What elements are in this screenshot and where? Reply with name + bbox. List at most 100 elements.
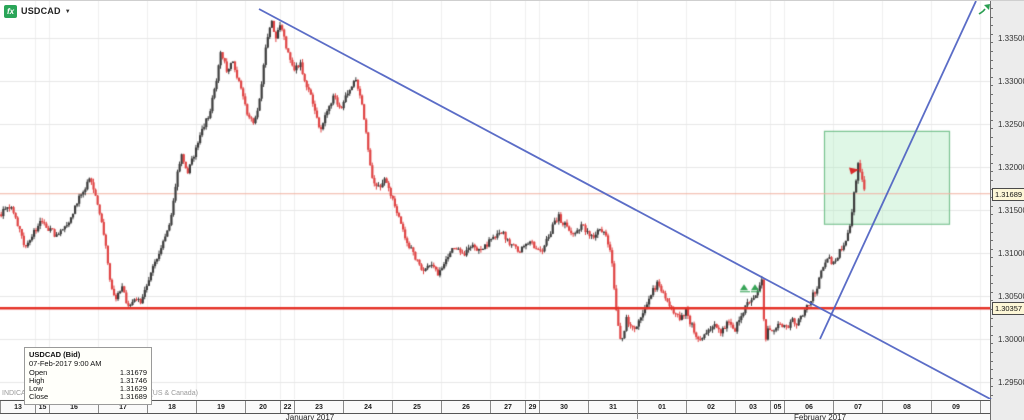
date-cells-row: 13 15 16 17 18 19 20 22 23 24 25 26 27 29 30 31 01 02 03 05…	[0, 400, 990, 414]
price-tick-mark	[991, 361, 993, 362]
date-cell-03: 03	[735, 401, 770, 413]
date-cell-30: 30	[539, 401, 588, 413]
price-tick-mark	[991, 378, 993, 379]
price-tick-mark	[991, 68, 993, 69]
date-cell-02: 02	[686, 401, 735, 413]
date-cell-09: 09	[931, 401, 980, 413]
date-cell-29: 29	[525, 401, 539, 413]
price-tick-label: 1.32500	[998, 120, 1024, 129]
date-axis[interactable]: 13 15 16 17 18 19 20 22 23 24 25 26 27 29 30 31 01 02 03 05…	[0, 399, 1024, 420]
date-cell-31: 31	[588, 401, 637, 413]
ohlc-title: USDCAD (Bid)	[29, 350, 81, 359]
chevron-down-icon: ▼	[64, 8, 71, 15]
ohlc-high-row: High 1.31746	[29, 377, 147, 385]
price-tick-mark	[991, 223, 993, 224]
ohlc-low-value: 1.31629	[119, 384, 147, 393]
date-cell-06: 06	[784, 401, 833, 413]
price-tick-mark	[991, 206, 993, 207]
price-tick-mark	[991, 103, 993, 104]
date-cell-26: 26	[441, 401, 490, 413]
price-axis[interactable]: 1.31689 1.30357 1.33500 1.33000 1.32500 1.3…	[990, 1, 1024, 399]
date-cell-15: 15	[35, 401, 49, 413]
price-tick-label: 1.32000	[998, 163, 1024, 172]
price-tick-mark	[991, 146, 993, 147]
price-tick-mark	[991, 249, 993, 250]
price-tick-mark	[991, 154, 993, 155]
ohlc-close-label: Close	[29, 392, 49, 401]
ohlc-close-row: Close 1.31689	[29, 393, 147, 401]
date-cell-08: 08	[882, 401, 931, 413]
date-cell-16: 16	[49, 401, 98, 413]
instrument-selector[interactable]: fx USDCAD ▼	[4, 4, 71, 18]
price-tick-mark	[991, 180, 993, 181]
price-tick-mark	[991, 240, 993, 241]
month-label: February 2017	[793, 413, 847, 420]
ohlc-close-value: 1.31689	[119, 392, 147, 401]
price-tick-mark	[991, 94, 993, 95]
price-tick-mark	[991, 42, 993, 43]
ohlc-tooltip: USDCAD (Bid) 07-Feb-2017 9:00 AM Open 1.…	[24, 347, 152, 405]
price-tick-mark	[991, 34, 993, 35]
date-cell-13: 13	[0, 401, 35, 413]
price-tick-mark	[991, 326, 993, 327]
price-tick-mark	[991, 171, 993, 172]
price-tick-label: 1.31000	[998, 249, 1024, 258]
support-price-tag: 1.30357	[992, 302, 1024, 316]
date-cell-17: 17	[98, 401, 147, 413]
price-tick-mark	[991, 275, 993, 276]
date-cell-25: 25	[392, 401, 441, 413]
price-tick-mark	[991, 283, 993, 284]
price-tick-mark	[991, 352, 993, 353]
date-cell-20: 20	[245, 401, 280, 413]
price-tick-mark	[991, 25, 993, 26]
date-cell-19: 19	[196, 401, 245, 413]
month-label: January 2017	[285, 413, 335, 420]
price-tick-mark	[991, 214, 993, 215]
price-tick-label: 1.33000	[998, 77, 1024, 86]
price-tick-mark	[991, 343, 993, 344]
price-chart-canvas[interactable]	[0, 1, 990, 399]
price-tick-label: 1.29500	[998, 378, 1024, 387]
price-tick-mark	[991, 232, 993, 233]
date-cell-23: 23	[294, 401, 343, 413]
price-tick-mark	[991, 60, 993, 61]
ohlc-open-row: Open 1.31679	[29, 369, 147, 377]
axis-corner	[990, 399, 1024, 420]
date-cell-27: 27	[490, 401, 525, 413]
date-cell-07: 07	[833, 401, 882, 413]
ohlc-low-label: Low	[29, 384, 43, 393]
ohlc-high-label: High	[29, 376, 45, 385]
price-tick-mark	[991, 335, 993, 336]
price-tick-mark	[991, 257, 993, 258]
price-tick-label: 1.30500	[998, 292, 1024, 301]
ohlc-datetime: 07-Feb-2017 9:00 AM	[29, 359, 102, 368]
price-tick-mark	[991, 318, 993, 319]
ohlc-high-value: 1.31746	[119, 376, 147, 385]
price-tick-mark	[991, 111, 993, 112]
price-tick-label: 1.31500	[998, 206, 1024, 215]
price-tick-mark	[991, 128, 993, 129]
date-cell-01: 01	[637, 401, 686, 413]
current-price-tag: 1.31689	[992, 187, 1024, 201]
date-cell-22: 22	[280, 401, 294, 413]
price-tick-mark	[991, 300, 993, 301]
price-tick-mark	[991, 386, 993, 387]
date-cell-05: 05	[770, 401, 784, 413]
ohlc-low-row: Low 1.31629	[29, 385, 147, 393]
ohlc-open-value: 1.31679	[119, 368, 147, 377]
price-tick-label: 1.30000	[998, 335, 1024, 344]
chart-plot-area[interactable]	[0, 1, 990, 399]
price-tick-mark	[991, 163, 993, 164]
price-tick-mark	[991, 292, 993, 293]
price-tick-mark	[991, 77, 993, 78]
fx-badge-icon: fx	[4, 4, 17, 18]
price-tick-mark	[991, 137, 993, 138]
date-cell-end	[980, 401, 990, 413]
date-cell-24: 24	[343, 401, 392, 413]
price-tick-mark	[991, 120, 993, 121]
price-tick-mark	[991, 369, 993, 370]
ohlc-open-label: Open	[29, 368, 48, 377]
date-cell-18: 18	[147, 401, 196, 413]
jump-to-latest-icon[interactable]	[978, 3, 992, 16]
